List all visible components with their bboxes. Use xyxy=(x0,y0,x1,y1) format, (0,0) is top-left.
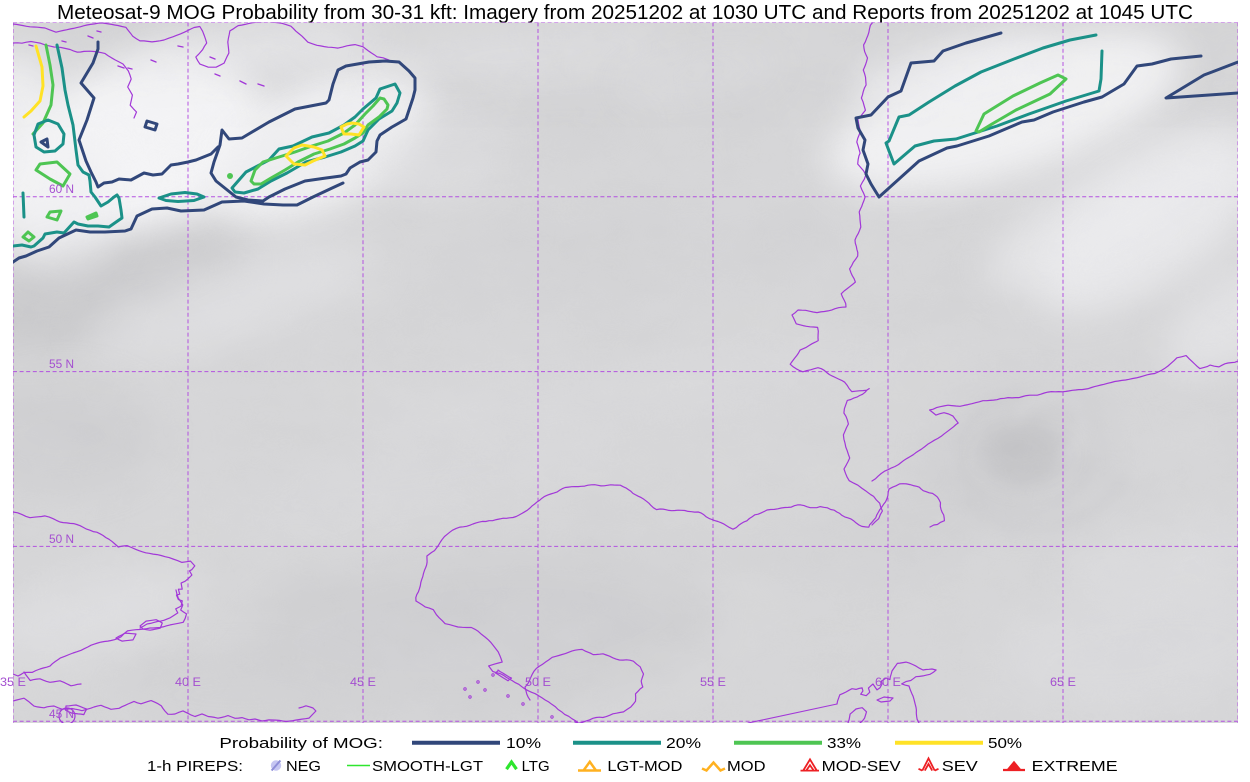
svg-text:10%: 10% xyxy=(506,736,541,752)
svg-text:SEV: SEV xyxy=(942,759,978,775)
svg-text:55 E: 55 E xyxy=(700,677,726,689)
svg-text:1-h PIREPS:: 1-h PIREPS: xyxy=(147,759,243,775)
svg-text:45 N: 45 N xyxy=(49,709,74,721)
svg-text:65 E: 65 E xyxy=(1050,677,1076,689)
svg-text:MOD: MOD xyxy=(727,759,766,775)
svg-text:LTG: LTG xyxy=(522,759,550,775)
svg-text:60 N: 60 N xyxy=(49,184,74,196)
svg-text:45 E: 45 E xyxy=(350,677,376,689)
svg-text:35 E: 35 E xyxy=(0,677,26,689)
svg-text:Probability of MOG:: Probability of MOG: xyxy=(219,736,383,752)
svg-text:NEG: NEG xyxy=(286,759,321,775)
svg-text:SMOOTH-LGT: SMOOTH-LGT xyxy=(372,759,483,775)
svg-text:50%: 50% xyxy=(988,736,1022,752)
svg-text:50 E: 50 E xyxy=(525,677,551,689)
svg-text:MOD-SEV: MOD-SEV xyxy=(822,759,901,775)
svg-text:40 E: 40 E xyxy=(175,677,201,689)
svg-text:60 E: 60 E xyxy=(875,677,901,689)
svg-text:20%: 20% xyxy=(666,736,701,752)
svg-text:LGT-MOD: LGT-MOD xyxy=(607,759,682,775)
svg-text:33%: 33% xyxy=(827,736,861,752)
svg-text:Meteosat-9 MOG Probability fro: Meteosat-9 MOG Probability from 30-31 kf… xyxy=(57,2,1193,24)
svg-text:50 N: 50 N xyxy=(49,534,74,546)
svg-text:EXTREME: EXTREME xyxy=(1032,759,1118,775)
svg-text:55 N: 55 N xyxy=(49,359,74,371)
